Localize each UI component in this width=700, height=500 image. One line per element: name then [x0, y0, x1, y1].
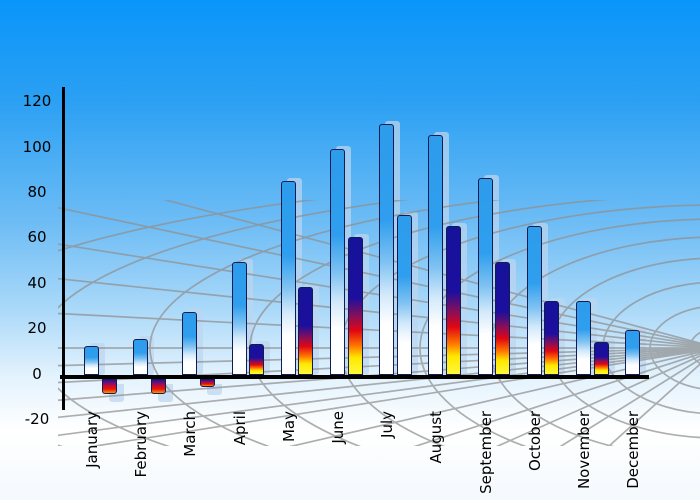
bar-april-secondary — [249, 344, 265, 375]
x-tick-label-april: April — [230, 411, 249, 446]
y-tick-label-100: 100 — [22, 137, 52, 156]
bar-july-secondary — [396, 214, 412, 375]
y-axis-line — [62, 87, 65, 410]
bar-november-secondary — [593, 341, 609, 375]
bar-may-primary — [280, 180, 296, 375]
x-tick-label-august: August — [427, 411, 446, 464]
bar-september-primary — [477, 178, 493, 375]
y-tick-label-80: 80 — [27, 183, 47, 202]
bar-june-primary — [330, 148, 345, 375]
bar-may-secondary — [298, 287, 314, 375]
bar-april-primary — [231, 262, 247, 375]
x-tick-label-march: March — [181, 411, 200, 457]
x-tick-label-july: July — [378, 411, 397, 438]
x-tick-label-june: June — [329, 411, 347, 444]
bar-march-secondary — [199, 379, 215, 388]
bar-february-primary — [133, 339, 149, 375]
y-tick-label-0: 0 — [32, 364, 42, 383]
bar-february-secondary — [150, 379, 166, 394]
bar-july-primary — [379, 124, 395, 375]
bar-january-secondary — [101, 379, 117, 394]
x-axis-baseline — [60, 375, 649, 379]
bar-august-primary — [428, 135, 444, 375]
x-tick-label-february: February — [132, 411, 151, 478]
y-tick-label-20: 20 — [27, 319, 47, 338]
y-tick-label--20: -20 — [24, 409, 50, 428]
x-tick-label-october: October — [525, 411, 544, 472]
y-tick-label-120: 120 — [22, 92, 52, 111]
y-tick-label-60: 60 — [27, 228, 47, 247]
bar-shadow-march-secondary — [206, 384, 222, 396]
x-tick-label-may: May — [279, 411, 298, 443]
x-tick-label-september: September — [476, 411, 495, 494]
bar-march-primary — [182, 312, 198, 375]
x-tick-label-january: January — [83, 411, 101, 468]
bar-august-secondary — [445, 226, 461, 375]
x-tick-label-december: December — [624, 411, 643, 489]
x-tick-label-november: November — [575, 411, 593, 490]
bar-january-primary — [84, 346, 99, 375]
bar-october-primary — [526, 226, 542, 375]
bar-december-primary — [625, 330, 641, 375]
bar-june-secondary — [347, 237, 363, 375]
bar-october-secondary — [544, 300, 560, 375]
bar-november-primary — [576, 300, 591, 375]
bar-september-secondary — [495, 262, 511, 375]
y-tick-label-40: 40 — [27, 273, 47, 292]
